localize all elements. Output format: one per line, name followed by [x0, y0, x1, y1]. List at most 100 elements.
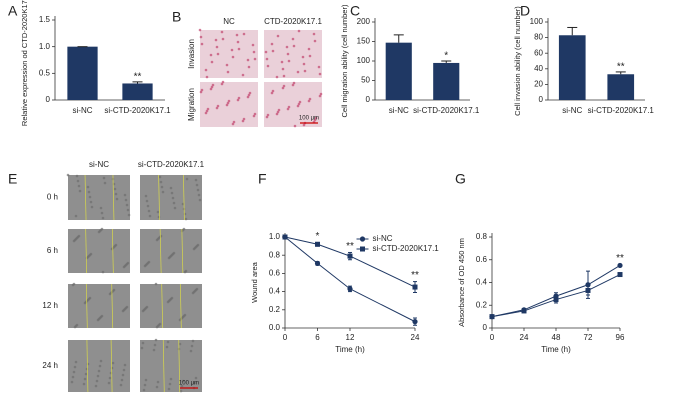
wound-edge: [183, 174, 185, 221]
cell: [155, 385, 159, 389]
cell: [231, 122, 235, 126]
cell: [277, 108, 281, 112]
bar: [385, 42, 412, 100]
cell: [226, 70, 230, 74]
significance: **: [616, 253, 624, 264]
y-tick-label: 0.6: [476, 255, 488, 264]
cell: [157, 215, 161, 219]
cell: [101, 216, 105, 220]
wound-edge: [112, 174, 115, 221]
cell: [73, 325, 77, 329]
cell: [302, 62, 306, 66]
cell: [318, 94, 322, 98]
cell: [183, 270, 187, 274]
cell: [214, 38, 218, 42]
cell: [72, 239, 76, 243]
cell: [166, 340, 170, 344]
cell: [264, 50, 268, 54]
x-tick-label: 48: [552, 333, 561, 342]
cell: [241, 73, 245, 77]
cell: [253, 112, 257, 116]
marker: [347, 253, 353, 259]
cell: [141, 341, 145, 345]
cell: [121, 373, 125, 377]
row-label: 6 h: [47, 246, 58, 255]
row-label: 24 h: [42, 361, 58, 370]
wound-edge: [85, 228, 88, 274]
cell: [144, 378, 148, 382]
cell: [314, 116, 318, 120]
wound-edge: [181, 228, 184, 274]
cell: [159, 180, 163, 184]
cell: [179, 389, 183, 393]
cell: [216, 104, 220, 108]
marker: [617, 272, 623, 278]
cell: [242, 32, 246, 36]
cell: [211, 83, 215, 87]
cell: [195, 183, 199, 187]
wound-edge: [86, 339, 89, 393]
y-tick-label: 0.4: [269, 287, 281, 296]
cell: [169, 186, 173, 190]
marker: [314, 260, 321, 266]
cell: [155, 325, 159, 329]
y-tick-label: 1.0: [39, 42, 51, 51]
cell: [266, 64, 270, 68]
x-tick-label: 6: [315, 333, 320, 342]
cell: [119, 383, 123, 387]
wound-edge: [84, 174, 87, 221]
cell: [171, 196, 175, 200]
y-tick-label: 0.8: [269, 250, 281, 259]
marker: [617, 262, 623, 269]
cell: [210, 85, 214, 89]
cell: [204, 111, 208, 115]
micrograph: [264, 30, 322, 78]
y-tick-label: 1.0: [269, 232, 281, 241]
cell: [99, 206, 103, 210]
cell: [227, 99, 231, 103]
cell: [197, 193, 201, 197]
cell: [209, 87, 213, 91]
cell: [271, 89, 275, 93]
cell: [83, 377, 87, 381]
cell: [198, 198, 202, 202]
cell: [102, 176, 106, 180]
cell: [298, 100, 302, 104]
cell: [296, 104, 300, 108]
cell: [191, 339, 195, 343]
cell: [76, 179, 80, 183]
bar: [67, 46, 98, 100]
cell: [248, 91, 252, 95]
panel-letter: F: [258, 171, 267, 187]
x-tick-label: 24: [520, 333, 529, 342]
cell: [123, 363, 127, 367]
cell: [140, 346, 144, 350]
wound-edge: [178, 339, 181, 393]
column-label: si-CTD-2020K17.1: [138, 160, 205, 169]
cell: [191, 291, 195, 295]
cell: [155, 238, 159, 242]
cell: [172, 201, 176, 205]
cell: [189, 349, 193, 353]
cell: [194, 376, 198, 380]
column-label: CTD-2020K17.1: [264, 17, 322, 26]
cell: [199, 35, 203, 39]
x-tick-label: 96: [616, 333, 625, 342]
cell: [253, 57, 257, 61]
cell: [99, 359, 103, 363]
cell: [143, 264, 147, 268]
cell: [96, 318, 100, 322]
x-tick-label: 24: [411, 333, 420, 342]
cell: [236, 40, 240, 44]
cell: [275, 112, 279, 116]
bar: [558, 35, 586, 101]
cell: [74, 214, 78, 218]
row-label: Migration: [187, 88, 196, 121]
panel-letter: C: [350, 3, 360, 19]
cell: [156, 380, 160, 384]
y-axis-label: Relative expression od CTD-2020K17.1: [20, 0, 29, 126]
cell: [178, 318, 182, 322]
cell: [77, 184, 81, 188]
cell: [193, 381, 197, 385]
